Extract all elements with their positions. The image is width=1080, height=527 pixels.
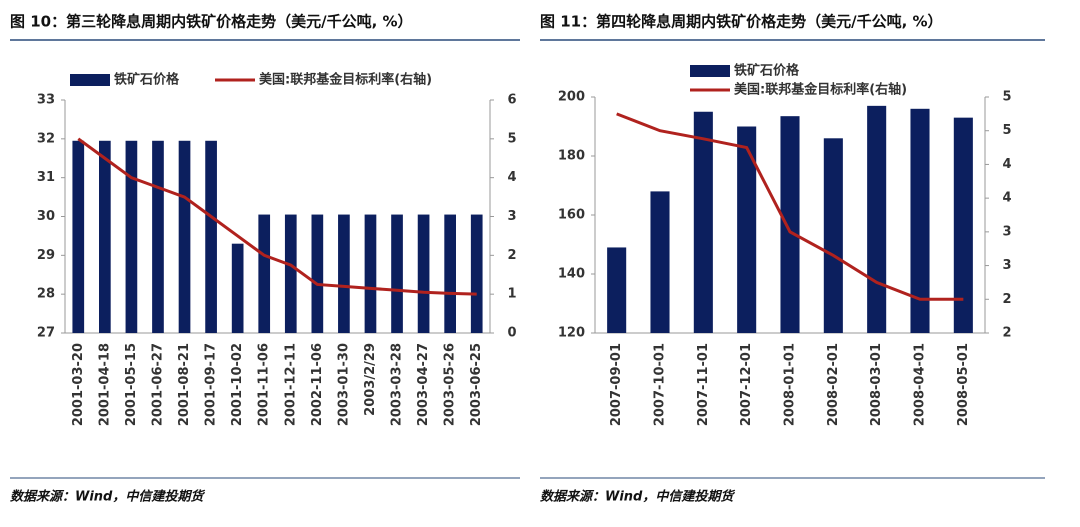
y2-tick-label: 0 <box>507 326 516 341</box>
x-tick-label: 2003/2/29 <box>363 343 378 416</box>
line <box>77 137 477 296</box>
bar <box>99 140 111 333</box>
x-tick-label: 2003-04-27 <box>416 343 431 426</box>
x-tick-label: 2001-03-20 <box>71 343 86 426</box>
x-tick-label: 2001-06-27 <box>150 343 165 426</box>
y-tick-label: 180 <box>558 149 585 164</box>
bar <box>607 247 627 333</box>
x-tick-label: 2007-12-01 <box>739 343 754 426</box>
legend-swatch <box>690 65 730 77</box>
y-tick-label: 29 <box>37 248 55 263</box>
legend-label: 美国:联邦基金目标利率(右轴) <box>259 72 432 88</box>
x-tick-label: 2008-05-01 <box>956 343 971 426</box>
bar <box>364 214 377 333</box>
x-tick-label: 2001-12-11 <box>283 343 298 426</box>
bar <box>205 140 217 333</box>
x-tick-label: 2007-11-01 <box>696 343 711 426</box>
line <box>616 112 964 301</box>
y2-tick-label: 2 <box>507 248 516 263</box>
bar <box>417 214 430 333</box>
x-tick-label: 2001-05-15 <box>124 343 139 426</box>
x-tick-label: 2008-01-01 <box>783 343 798 426</box>
y-tick-label: 160 <box>558 208 585 223</box>
y-tick-label: 32 <box>37 131 55 146</box>
legend-swatch <box>70 74 110 86</box>
x-tick-label: 2007-09-01 <box>609 343 624 426</box>
y-tick-label: 33 <box>37 93 55 108</box>
bar <box>780 116 800 333</box>
x-tick-label: 2001-11-06 <box>257 343 272 426</box>
bar <box>231 243 244 333</box>
legend-label: 美国:联邦基金目标利率(右轴) <box>734 82 907 98</box>
bar <box>284 214 297 333</box>
bar <box>470 214 483 333</box>
y2-tick-label: 1 <box>507 287 516 302</box>
y-tick-label: 30 <box>37 209 55 224</box>
bar <box>953 117 973 334</box>
y2-tick-label: 4 <box>1002 157 1011 172</box>
y2-tick-label: 5 <box>1002 123 1011 138</box>
bar <box>650 191 670 333</box>
x-tick-label: 2003-03-28 <box>390 343 405 426</box>
x-tick-label: 2007-10-01 <box>653 343 668 426</box>
source: 数据来源：Wind，中信建投期货 <box>10 489 205 505</box>
y2-tick-label: 5 <box>507 131 516 146</box>
bar <box>823 138 843 333</box>
bar <box>391 214 403 333</box>
source: 数据来源：Wind，中信建投期货 <box>540 489 735 505</box>
legend-label: 铁矿石价格 <box>733 63 800 79</box>
y2-tick-label: 4 <box>1002 191 1011 206</box>
y2-tick-label: 3 <box>1002 258 1011 273</box>
y2-tick-label: 2 <box>1002 292 1011 307</box>
y-tick-label: 28 <box>37 287 55 302</box>
legend-label: 铁矿石价格 <box>113 72 180 88</box>
bar <box>125 140 138 333</box>
bar <box>444 214 456 333</box>
x-tick-label: 2008-03-01 <box>869 343 884 426</box>
x-tick-label: 2001-09-17 <box>204 343 219 426</box>
y2-tick-label: 2 <box>1002 326 1011 341</box>
bar <box>311 214 324 333</box>
bar <box>867 105 887 333</box>
bar <box>737 126 757 333</box>
y2-tick-label: 4 <box>507 170 516 185</box>
x-tick-label: 2008-02-01 <box>826 343 841 426</box>
x-tick-label: 2001-10-02 <box>230 343 245 426</box>
y2-tick-label: 5 <box>1002 90 1011 105</box>
x-tick-label: 2003-01-30 <box>336 343 351 426</box>
y2-tick-label: 3 <box>1002 224 1011 239</box>
bar <box>338 214 350 333</box>
bar <box>693 111 713 333</box>
chart-title: 图 11：第四轮降息周期内铁矿价格走势（美元/千公吨, %） <box>540 13 943 31</box>
x-tick-label: 2003-05-26 <box>443 343 458 426</box>
x-tick-label: 2002-11-06 <box>310 343 325 426</box>
y-tick-label: 27 <box>37 326 55 341</box>
bar <box>910 108 930 333</box>
x-tick-label: 2001-08-21 <box>177 343 192 426</box>
y2-tick-label: 3 <box>507 209 516 224</box>
y-tick-label: 31 <box>37 170 55 185</box>
x-tick-label: 2001-04-18 <box>97 343 112 426</box>
y2-tick-label: 6 <box>507 93 516 108</box>
x-tick-label: 2003-06-25 <box>469 343 484 426</box>
bar <box>178 140 191 333</box>
y-tick-label: 140 <box>558 267 585 282</box>
chart-title: 图 10：第三轮降息周期内铁矿价格走势（美元/千公吨, %） <box>10 13 413 31</box>
bar <box>152 140 164 333</box>
x-tick-label: 2008-04-01 <box>913 343 928 426</box>
y-tick-label: 120 <box>558 326 585 341</box>
bar <box>72 140 85 333</box>
bar <box>258 214 271 333</box>
y-tick-label: 200 <box>558 90 585 105</box>
